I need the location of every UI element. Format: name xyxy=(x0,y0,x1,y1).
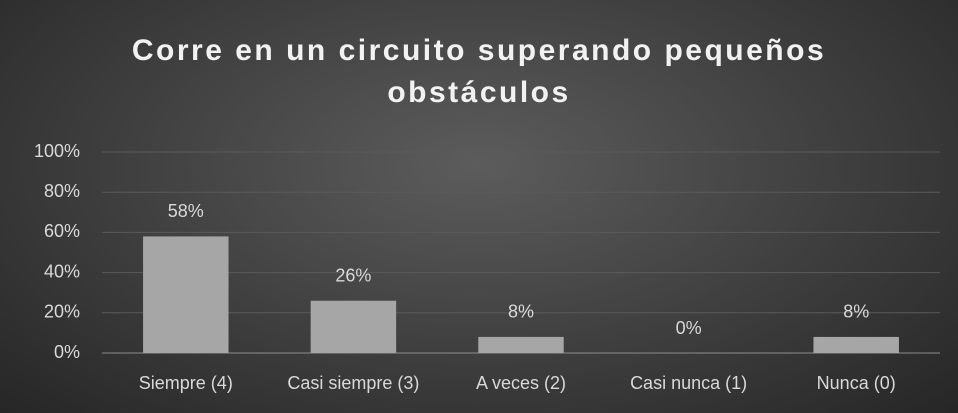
y-tick-label: 20% xyxy=(44,302,80,322)
data-label: 0% xyxy=(676,318,702,338)
y-tick-label: 60% xyxy=(44,221,80,241)
x-tick-label: Casi nunca (1) xyxy=(630,373,747,393)
data-label: 26% xyxy=(335,265,371,285)
y-tick-label: 0% xyxy=(54,342,80,362)
y-tick-label: 80% xyxy=(44,181,80,201)
bar xyxy=(310,300,397,353)
bar xyxy=(478,336,564,353)
x-tick-label: Casi siempre (3) xyxy=(287,373,419,393)
data-label: 8% xyxy=(843,302,869,322)
bar xyxy=(813,336,899,353)
chart-title: Corre en un circuito superando pequeños … xyxy=(131,34,827,109)
y-tick-label: 40% xyxy=(44,261,80,281)
data-label: 8% xyxy=(508,302,534,322)
bar xyxy=(143,236,229,353)
data-label: 58% xyxy=(168,201,204,221)
x-tick-label: Siempre (4) xyxy=(139,373,233,393)
y-tick-label: 100% xyxy=(34,141,80,161)
x-tick-label: A veces (2) xyxy=(476,373,566,393)
x-tick-label: Nunca (0) xyxy=(817,373,896,393)
